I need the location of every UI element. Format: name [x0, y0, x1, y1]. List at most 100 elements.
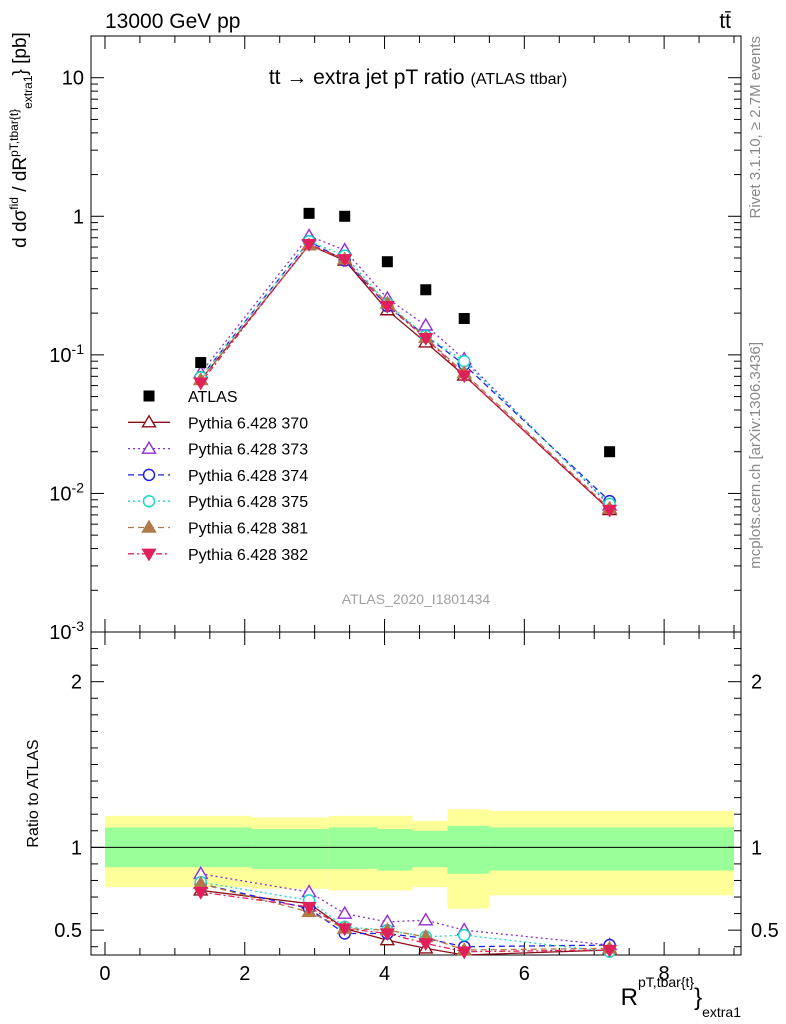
ratio-y-axis-label: Ratio to ATLAS [25, 739, 42, 847]
x-axis-label: RpT,tbar{t}}extra1 [621, 974, 742, 1020]
x-axis-label-sup: pT,tbar{t} [638, 974, 694, 990]
ratio-point [193, 886, 209, 900]
x-tick-label: 4 [379, 963, 390, 985]
y-tick-base: 10 [49, 622, 71, 644]
chart-title-main: tt → extra jet pT ratio [269, 66, 465, 89]
ratio-y-tick-label: 2 [71, 672, 82, 694]
legend-label: Pythia 6.428 382 [188, 547, 308, 564]
ratio-y-tick-label-right: 0.5 [751, 920, 779, 942]
data-point [303, 207, 315, 219]
ratio-band-inner [377, 829, 413, 871]
legend-label: ATLAS [188, 389, 238, 406]
data-point [457, 354, 471, 368]
ratio-point [418, 938, 434, 952]
ratio-band-inner [328, 827, 378, 869]
ratio-band-inner [412, 830, 448, 868]
legend-label: Pythia 6.428 381 [188, 521, 308, 538]
data-point [456, 370, 472, 384]
ratio-point [418, 912, 434, 926]
y-label-d: d [10, 232, 31, 248]
legend-item: Pythia 6.428 381 [128, 519, 308, 538]
y-tick-exponent: -2 [72, 479, 85, 495]
legend-item: Pythia 6.428 382 [128, 547, 308, 564]
legend-marker [142, 494, 156, 508]
ratio-series-pythia-6-428-382 [193, 886, 618, 960]
data-point [193, 377, 209, 391]
ratio-y-tick-label: 0.5 [54, 920, 82, 942]
ratio-point [301, 901, 317, 915]
data-point [418, 332, 434, 346]
legend-marker [141, 519, 157, 533]
y-label-unit: } [pb] [10, 32, 31, 75]
y-tick-base: 10 [49, 345, 71, 367]
series-line [200, 235, 611, 506]
series-pythia-6-428-374 [194, 235, 616, 508]
y-label-sigma: dσ [10, 209, 31, 232]
data-point [418, 317, 434, 331]
y-tick-label: 1 [73, 206, 84, 228]
legend-label: Pythia 6.428 370 [188, 415, 308, 432]
x-axis-label-sub: extra1 [702, 1004, 741, 1020]
y-tick-label: 10 [62, 68, 84, 90]
ratio-point [336, 905, 353, 919]
y-label-fid: fid [7, 197, 21, 210]
x-tick-label: 8 [659, 963, 670, 985]
legend-item: Pythia 6.428 375 [128, 494, 308, 511]
data-point [458, 312, 470, 324]
y-tick-label: 10-3 [49, 618, 84, 644]
data-point [195, 357, 207, 369]
data-point [604, 446, 616, 458]
ratio-point [457, 928, 471, 942]
header-process-label: tt̄ [719, 10, 731, 33]
legend-marker [142, 468, 156, 482]
y-tick-exponent: -1 [72, 341, 85, 357]
chart-title-suffix: (ATLAS ttbar) [471, 71, 568, 88]
analysis-watermark: ATLAS_2020_I1801434 [342, 591, 491, 607]
y-label-sub: extra1 [21, 75, 35, 109]
legend-marker [143, 390, 155, 402]
legend-item: Pythia 6.428 373 [128, 440, 308, 459]
ratio-point [602, 944, 618, 958]
data-point [301, 238, 317, 252]
x-tick-label: 2 [239, 963, 250, 985]
series-line [200, 240, 611, 505]
legend-label: Pythia 6.428 373 [188, 442, 308, 459]
rivet-version-label: Rivet 3.1.10, ≥ 2.7M events [747, 36, 764, 219]
chart-title: tt → extra jet pT ratio (ATLAS ttbar) [269, 66, 567, 89]
ratio-band-inner [251, 829, 329, 869]
ratio-y-tick-label-right: 1 [751, 837, 762, 859]
data-point [602, 504, 618, 518]
header-energy-label: 13000 GeV pp [105, 10, 240, 33]
series-pythia-6-428-382 [193, 238, 618, 518]
data-point [379, 300, 395, 314]
ratio-y-tick-label-right: 2 [751, 672, 762, 694]
legend-marker [141, 440, 157, 454]
legend-label: Pythia 6.428 375 [188, 494, 308, 511]
y-label-sup: pT,tbar{t} [7, 109, 21, 157]
data-point [381, 256, 393, 268]
data-point [337, 254, 353, 267]
data-point [339, 210, 351, 222]
y-label-over: / dR [10, 157, 31, 197]
ratio-band-inner [447, 825, 490, 874]
legend-marker [141, 414, 157, 428]
legend-item: Pythia 6.428 374 [128, 468, 308, 485]
legend-label: Pythia 6.428 374 [188, 468, 308, 485]
ratio-y-tick-label: 1 [71, 837, 82, 859]
y-tick-label: 10-1 [49, 341, 84, 367]
x-tick-label: 0 [99, 963, 110, 985]
legend-item: ATLAS [143, 389, 238, 406]
ratio-point [379, 928, 395, 942]
mcplots-credit-label: mcplots.cern.ch [arXiv:1306.3436] [747, 342, 764, 569]
x-axis-label-brace: } [694, 984, 702, 1011]
ratio-point [456, 946, 472, 960]
legend-item: Pythia 6.428 370 [128, 414, 308, 432]
series-atlas [195, 207, 616, 458]
legend-marker [141, 548, 157, 562]
ratio-band-inner [489, 827, 735, 871]
main-y-axis-label: d dσfid / dRpT,tbar{t}extra1} [pb] [7, 32, 35, 248]
y-tick-exponent: -3 [72, 618, 85, 634]
data-point [420, 284, 432, 296]
